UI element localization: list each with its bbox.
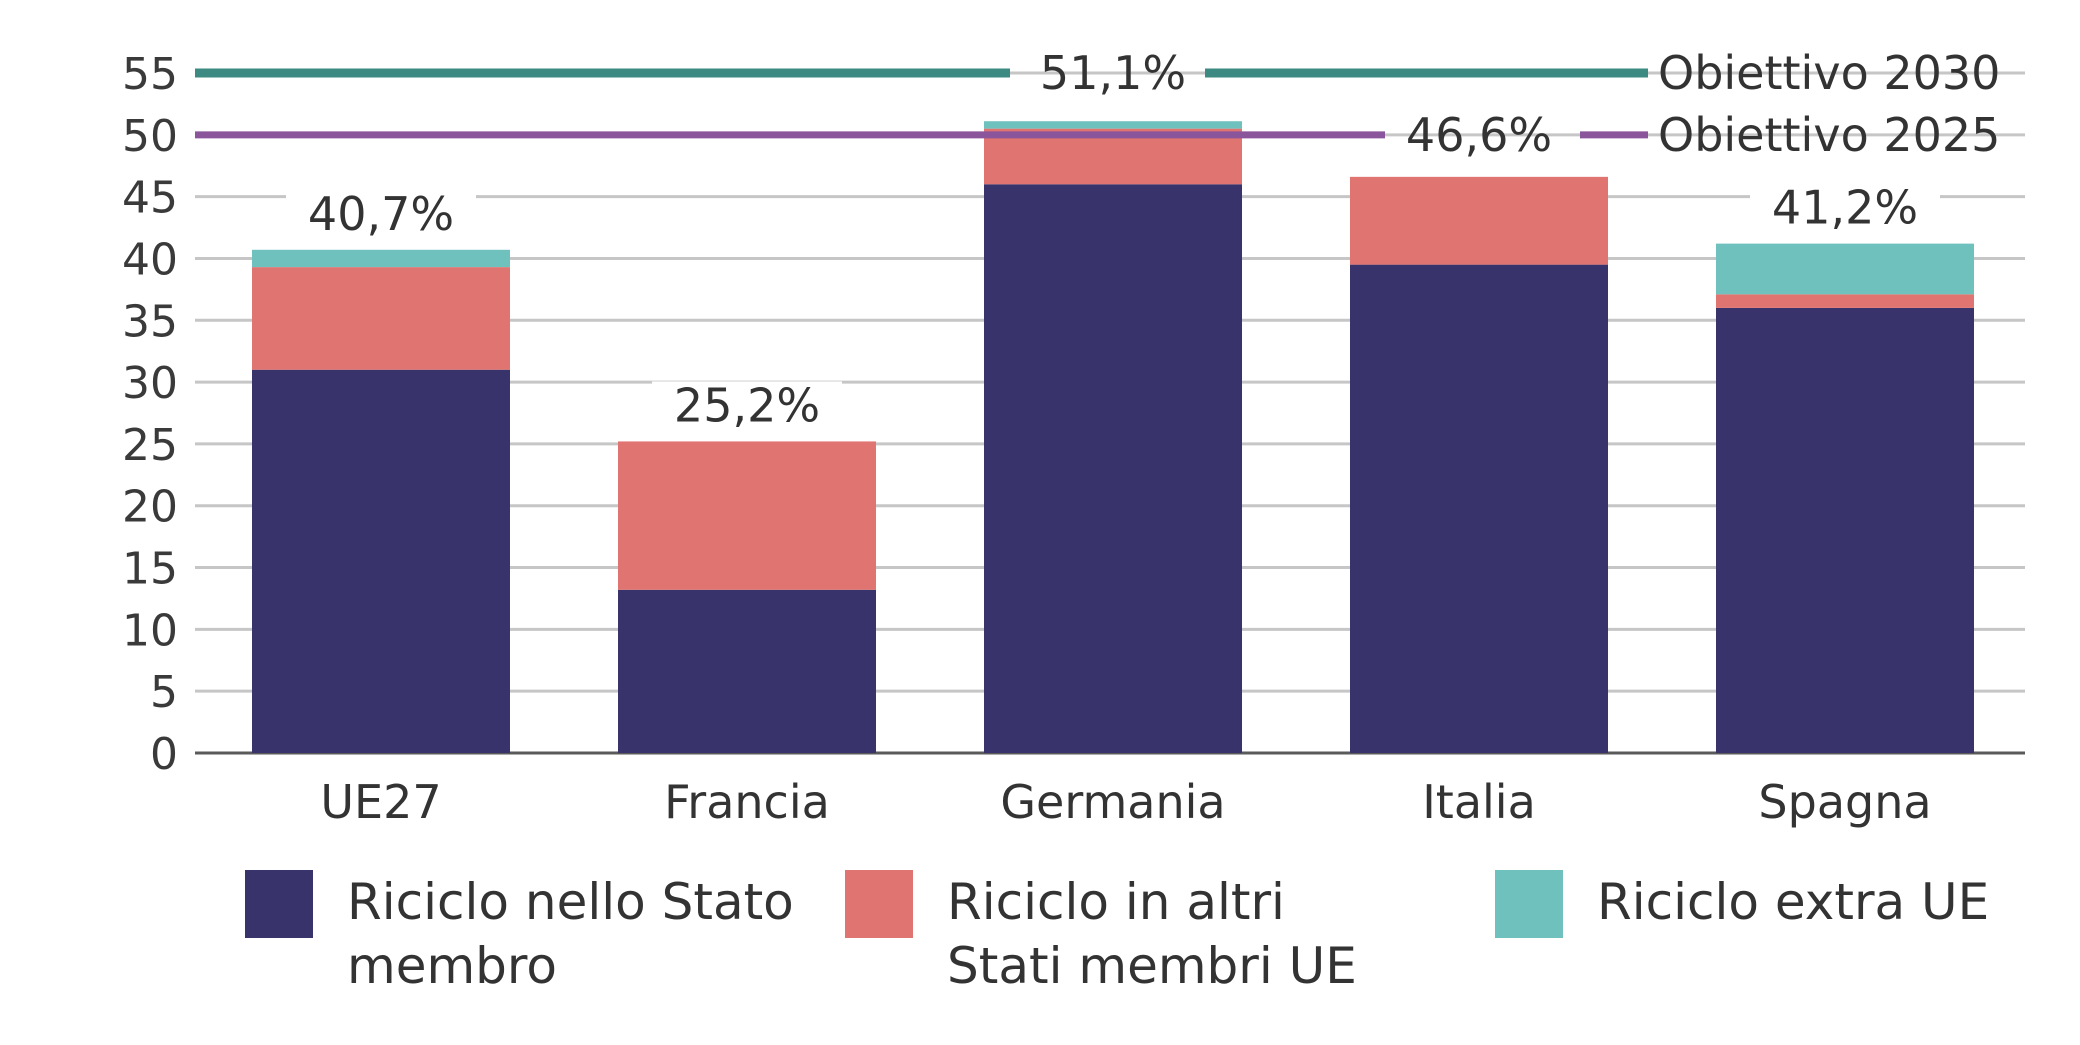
bar-spagna-series-0 [1716,307,1974,753]
total-label: 25,2% [674,378,820,432]
legend-swatch-other-eu [845,870,913,938]
x-category-label: UE27 [320,775,441,829]
y-tick-label: 30 [122,358,178,409]
legend-swatch-domestic [245,870,313,938]
y-tick-label: 35 [122,296,178,347]
total-label: 40,7% [308,187,454,241]
legend-item-extra-eu: Riciclo extra UE [1495,870,2057,938]
legend-item-domestic: Riciclo nello Stato membro [245,870,807,998]
total-label: 46,6% [1406,108,1552,162]
total-label-bg [652,381,842,432]
bar-ue27-series-1 [252,267,510,370]
bar-ue27-series-2 [252,249,510,268]
target-label-2025: Obiettivo 2025 [1658,108,2000,162]
bar-francia-series-1 [618,441,876,590]
y-tick-label: 25 [122,420,178,471]
x-category-label: Germania [1000,775,1225,829]
bar-spagna-series-2 [1716,243,1974,295]
bar-germania-series-2 [984,121,1242,129]
legend-item-other-eu: Riciclo in altri Stati membri UE [845,870,1407,998]
legend-label-domestic: Riciclo nello Stato membro [347,873,794,995]
y-tick-label: 5 [150,667,178,718]
bar-italia-series-1 [1350,176,1608,265]
total-label-bg [1750,183,1940,234]
y-tick-label: 50 [122,111,178,162]
x-category-label: Francia [664,775,830,829]
legend: Riciclo nello Stato membro Riciclo in al… [0,870,2080,1020]
y-tick-label: 20 [122,482,178,533]
total-label-bg [286,189,476,240]
y-tick-label: 55 [122,49,178,100]
y-tick-label: 15 [122,544,178,595]
legend-label-extra-eu: Riciclo extra UE [1597,873,1990,931]
legend-label-other-eu: Riciclo in altri Stati membri UE [947,873,1357,995]
x-category-label: Spagna [1758,775,1931,829]
bar-germania-series-0 [984,184,1242,754]
y-tick-label: 45 [122,173,178,224]
y-tick-label: 0 [150,729,178,780]
total-label: 51,1% [1040,46,1186,100]
y-tick-label: 10 [122,605,178,656]
y-tick-label: 40 [122,234,178,285]
bar-italia-series-0 [1350,264,1608,753]
x-category-label: Italia [1422,775,1536,829]
stacked-bar-chart: 0 5 10 15 20 25 30 35 40 45 50 55 UE27 Francia Germani… [122,46,2025,829]
bar-spagna-series-1 [1716,294,1974,308]
legend-swatch-extra-eu [1495,870,1563,938]
target-label-2030: Obiettivo 2030 [1658,46,2000,100]
bar-ue27-series-0 [252,369,510,753]
bar-francia-series-0 [618,589,876,753]
total-label: 41,2% [1772,181,1918,235]
